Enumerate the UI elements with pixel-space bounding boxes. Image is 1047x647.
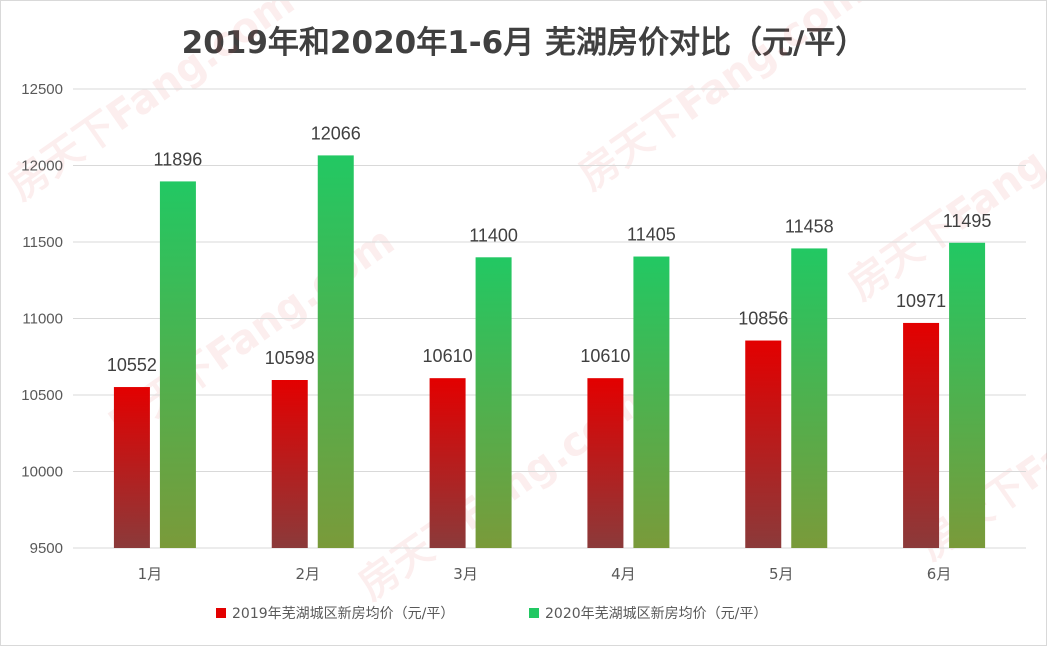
bar-2020: [159, 181, 196, 549]
data-label: 11458: [785, 216, 834, 236]
y-tick-label: 9500: [30, 540, 63, 557]
watermark-text: 房天下Fang.com: [840, 78, 1047, 309]
watermark-layer: 房天下Fang.com 房天下Fang.com房天下Fang.com房天下Fang…: [1, 1, 1047, 609]
data-label: 12066: [311, 123, 361, 143]
chart-title: 2019年和2020年1-6月 芜湖房价对比（元/平）: [182, 25, 867, 61]
legend-label-2020: 2020年芜湖城区新房均价（元/平）: [545, 605, 767, 622]
bar-2020: [317, 155, 354, 549]
x-tick-label: 4月: [611, 565, 636, 583]
bar-2019: [745, 340, 782, 548]
data-label: 10598: [265, 348, 315, 368]
y-tick-label: 11500: [22, 234, 63, 251]
x-axis-ticks: 1月 2月 3月 4月 5月 6月: [138, 565, 952, 583]
data-label: 11400: [469, 225, 518, 245]
y-tick-label: 12000: [21, 158, 63, 175]
bar-2019: [271, 380, 308, 548]
x-tick-label: 3月: [453, 565, 478, 583]
data-label: 10610: [423, 346, 473, 366]
bar-2020: [633, 256, 670, 548]
bar-2020: [949, 242, 986, 548]
x-tick-label: 6月: [927, 565, 952, 583]
bar-2020: [791, 248, 828, 548]
data-labels: 10552 11896 10598 12066 10610 11400 10610 11405…: [107, 123, 992, 375]
bar-2019: [113, 387, 150, 548]
data-label: 11896: [154, 149, 203, 169]
y-tick-label: 12500: [21, 81, 63, 98]
x-tick-label: 5月: [769, 565, 794, 583]
x-tick-label: 2月: [295, 565, 320, 583]
data-label: 10552: [107, 355, 157, 375]
y-tick-label: 10000: [21, 464, 63, 481]
y-axis-ticks: 9500 10000 10500 11000 11500 12000 12500: [21, 81, 63, 557]
legend: 2019年芜湖城区新房均价（元/平） 2020年芜湖城区新房均价（元/平）: [216, 605, 767, 622]
bar-2019: [429, 378, 466, 548]
legend-swatch-2020: [529, 608, 539, 618]
data-label: 11495: [943, 211, 992, 231]
bar-2019: [587, 378, 624, 548]
bars: [113, 155, 986, 549]
legend-label-2019: 2019年芜湖城区新房均价（元/平）: [232, 605, 454, 622]
bar-2020: [475, 257, 512, 548]
data-label: 10856: [738, 309, 788, 329]
data-label: 10971: [896, 291, 946, 311]
x-tick-label: 1月: [138, 565, 163, 583]
data-label: 10610: [580, 346, 630, 366]
watermark-text: 房天下Fang.com: [1, 1, 303, 209]
y-tick-label: 10500: [21, 387, 63, 404]
gridlines: [73, 88, 1026, 549]
data-label: 11405: [627, 225, 676, 245]
y-tick-label: 11000: [22, 311, 63, 328]
bar-2019: [903, 322, 940, 548]
legend-swatch-2019: [216, 608, 226, 618]
